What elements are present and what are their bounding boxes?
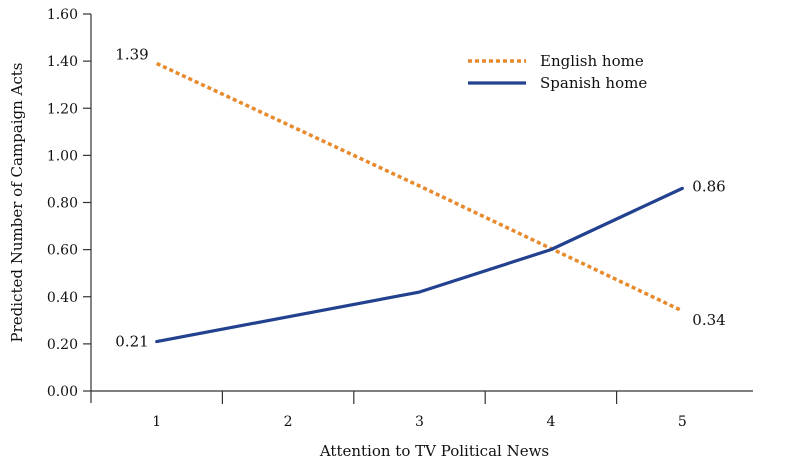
- y-tick-label: 1.20: [47, 101, 78, 117]
- y-tick-label: 0.80: [47, 196, 78, 212]
- x-tick-label: 1: [152, 414, 161, 430]
- y-tick-label: 1.00: [47, 148, 78, 164]
- y-tick-label: 1.40: [47, 54, 78, 70]
- series-line-spanish-home: [155, 186, 684, 344]
- x-tick-label: 2: [284, 414, 293, 430]
- y-tick-label: 0.20: [47, 337, 78, 353]
- data-label: 0.34: [692, 311, 725, 329]
- x-tick-label: 3: [415, 414, 424, 430]
- y-tick-label: 1.60: [47, 7, 78, 23]
- x-axis-title: Attention to TV Political News: [319, 442, 549, 460]
- axes: [90, 14, 753, 403]
- x-axis-ticks: 1 2 3 4 5: [152, 391, 687, 430]
- legend-label: Spanish home: [540, 74, 647, 92]
- data-label: 1.39: [115, 45, 148, 63]
- series-lines: [155, 61, 684, 344]
- y-tick-label: 0.00: [47, 384, 78, 400]
- legend: English home Spanish home: [468, 52, 647, 92]
- data-label: 0.21: [115, 333, 148, 351]
- x-tick-label: 4: [546, 414, 555, 430]
- legend-label: English home: [540, 52, 644, 70]
- series-line-english-home: [155, 61, 684, 313]
- data-labels: 1.39 0.34 0.21 0.86: [115, 45, 725, 350]
- y-axis-title: Predicted Number of Campaign Acts: [8, 63, 26, 343]
- y-tick-label: 0.40: [47, 290, 78, 306]
- x-tick-label: 5: [678, 414, 687, 430]
- y-axis-ticks: 0.00 0.20 0.40 0.60 0.80 1.00 1.20 1.40 1.60: [47, 7, 91, 400]
- data-label: 0.86: [692, 177, 725, 195]
- y-tick-label: 0.60: [47, 243, 78, 259]
